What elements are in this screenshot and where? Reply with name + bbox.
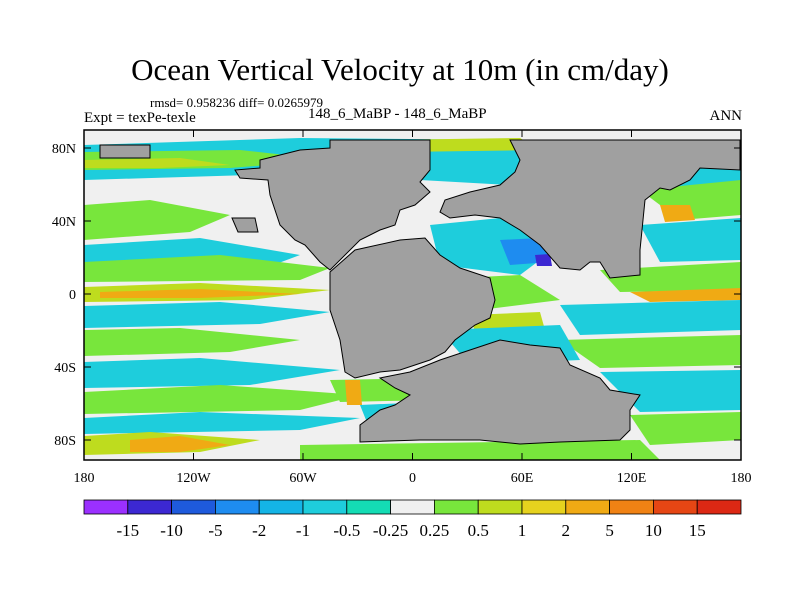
x-tick-label: 60E: [511, 471, 534, 486]
colorbar-swatch: [477, 499, 523, 515]
contour-band: [84, 302, 330, 328]
contour-band: [84, 328, 300, 356]
x-axis: 180 120W 60W 0 60E 120E 180: [74, 130, 752, 486]
colorbar-swatch: [214, 499, 260, 515]
contour-band: [640, 180, 741, 220]
contour-band: [630, 412, 741, 445]
colorbar-label: 5: [605, 521, 614, 540]
contour-band: [84, 255, 330, 282]
landmass-south: [359, 339, 641, 445]
colorbar-swatch: [83, 499, 129, 515]
colorbar-label: -10: [160, 521, 183, 540]
colorbar-label: -0.5: [333, 521, 360, 540]
contour-band: [84, 158, 230, 168]
contour-band: [560, 335, 741, 368]
x-tick-label: 60W: [289, 471, 317, 486]
colorbar-swatch: [696, 499, 742, 515]
island-west: [231, 217, 259, 233]
y-tick-label: 40S: [54, 361, 76, 376]
contour-band: [630, 288, 741, 302]
colorbar-swatch: [390, 499, 435, 515]
colorbar-label: 0.5: [468, 521, 489, 540]
x-tick-label: 180: [731, 471, 752, 486]
colorbar-label: 10: [645, 521, 662, 540]
colorbar-swatch: [258, 499, 304, 515]
colorbar-label: 1: [518, 521, 527, 540]
colorbar-swatch: [565, 499, 610, 515]
contour-band: [345, 380, 362, 405]
stats-line: rmsd= 0.958236 diff= 0.0265979: [150, 95, 323, 110]
colorbar-label: 2: [562, 521, 571, 540]
colorbar-label: 15: [689, 521, 706, 540]
y-tick-label: 80N: [52, 142, 76, 157]
page-title: Ocean Vertical Velocity at 10m (in cm/da…: [131, 52, 669, 87]
center-label: 148_6_MaBP - 148_6_MaBP: [308, 106, 487, 122]
y-tick-label: 40N: [52, 215, 76, 230]
contour-band: [300, 440, 660, 460]
colorbar-label: -1: [296, 521, 310, 540]
contour-band: [560, 300, 741, 335]
contour-band: [84, 412, 360, 434]
colorbar-swatch: [346, 499, 391, 515]
contour-band: [84, 385, 360, 414]
landmass-central: [329, 237, 496, 379]
contour-band: [535, 254, 552, 266]
x-tick-label: 0: [409, 471, 416, 486]
colorbar-swatch: [171, 499, 216, 515]
experiment-label: Expt = texPe-texle: [84, 110, 196, 126]
landmass-northeast: [439, 139, 741, 279]
season-label: ANN: [709, 108, 743, 124]
contour-band: [84, 358, 340, 388]
x-tick-label: 120W: [176, 471, 211, 486]
colorbar-label: 0.25: [420, 521, 450, 540]
colorbar-swatch: [127, 499, 173, 515]
contour-band: [84, 200, 230, 240]
contour-band: [640, 218, 741, 262]
x-tick-label: 180: [74, 471, 95, 486]
colorbar-swatch: [302, 499, 348, 515]
island-north: [99, 144, 151, 159]
colorbar-label: -2: [252, 521, 266, 540]
y-axis: 80N 40N 0 40S 80S: [52, 142, 741, 449]
colorbar-label: -15: [116, 521, 139, 540]
contour-band: [100, 289, 300, 298]
colorbar-label: -5: [208, 521, 222, 540]
colorbar-swatch: [521, 499, 567, 515]
colorbar-swatch: [653, 499, 698, 515]
contour-band: [660, 205, 695, 222]
colorbar-swatch: [609, 499, 654, 515]
landmass-northwest: [234, 139, 431, 271]
colorbar-label: -0.25: [373, 521, 408, 540]
colorbar-swatch: [433, 499, 479, 515]
x-tick-label: 120E: [617, 471, 647, 486]
y-tick-label: 0: [69, 288, 76, 303]
contour-band: [130, 436, 230, 452]
land-masses: [99, 139, 741, 445]
y-tick-label: 80S: [54, 434, 76, 449]
